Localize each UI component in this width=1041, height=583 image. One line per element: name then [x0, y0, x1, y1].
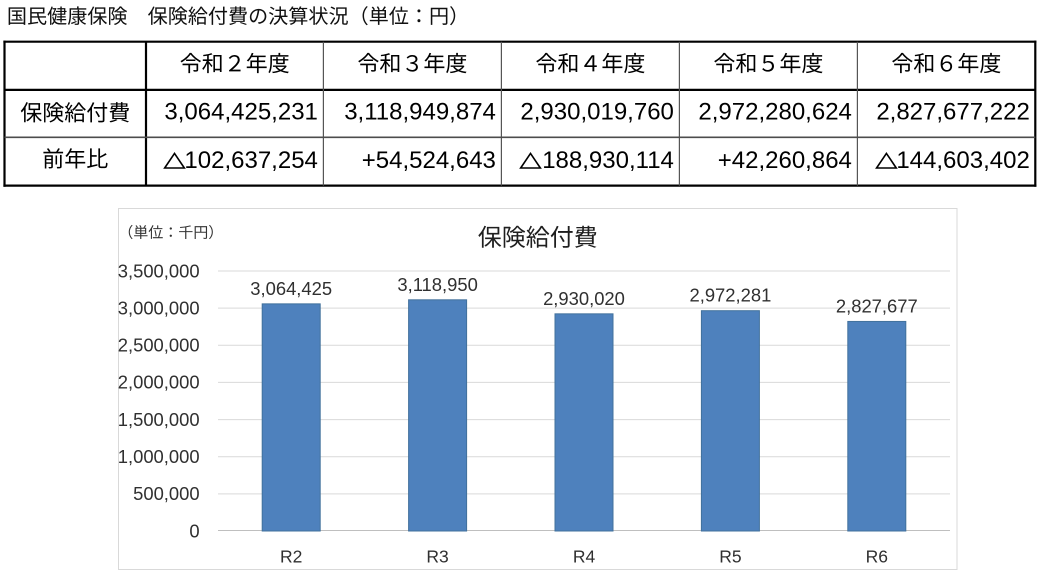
svg-text:3,064,425: 3,064,425 [250, 278, 332, 299]
svg-text:+54,524,643: +54,524,643 [362, 147, 496, 174]
svg-text:2,930,020: 2,930,020 [543, 288, 625, 309]
svg-text:2,827,677,222: 2,827,677,222 [876, 99, 1029, 126]
svg-text:3,500,000: 3,500,000 [118, 260, 200, 281]
svg-text:R4: R4 [573, 547, 596, 567]
svg-text:188,930,114: 188,930,114 [542, 147, 674, 174]
svg-text:102,637,254: 102,637,254 [184, 147, 317, 174]
svg-text:0: 0 [189, 520, 199, 541]
svg-text:3,118,949,874: 3,118,949,874 [344, 99, 496, 126]
svg-text:1,000,000: 1,000,000 [118, 446, 200, 467]
svg-text:1,500,000: 1,500,000 [118, 409, 200, 430]
svg-text:144,603,402: 144,603,402 [896, 147, 1029, 174]
svg-text:R5: R5 [719, 547, 741, 567]
svg-text:R2: R2 [280, 547, 302, 567]
svg-text:2,972,280,624: 2,972,280,624 [698, 99, 851, 126]
svg-text:500,000: 500,000 [133, 483, 199, 504]
svg-text:2,500,000: 2,500,000 [118, 335, 200, 356]
svg-text:3,000,000: 3,000,000 [118, 297, 200, 318]
svg-text:R6: R6 [866, 547, 888, 567]
svg-text:3,118,950: 3,118,950 [397, 274, 477, 295]
svg-text:2,827,677: 2,827,677 [836, 295, 918, 316]
svg-text:+42,260,864: +42,260,864 [718, 147, 852, 174]
svg-text:R3: R3 [426, 547, 448, 567]
svg-text:2,930,019,760: 2,930,019,760 [520, 99, 673, 126]
svg-text:3,064,425,231: 3,064,425,231 [164, 99, 317, 126]
svg-text:2,972,281: 2,972,281 [689, 285, 771, 306]
svg-text:2,000,000: 2,000,000 [118, 372, 200, 393]
